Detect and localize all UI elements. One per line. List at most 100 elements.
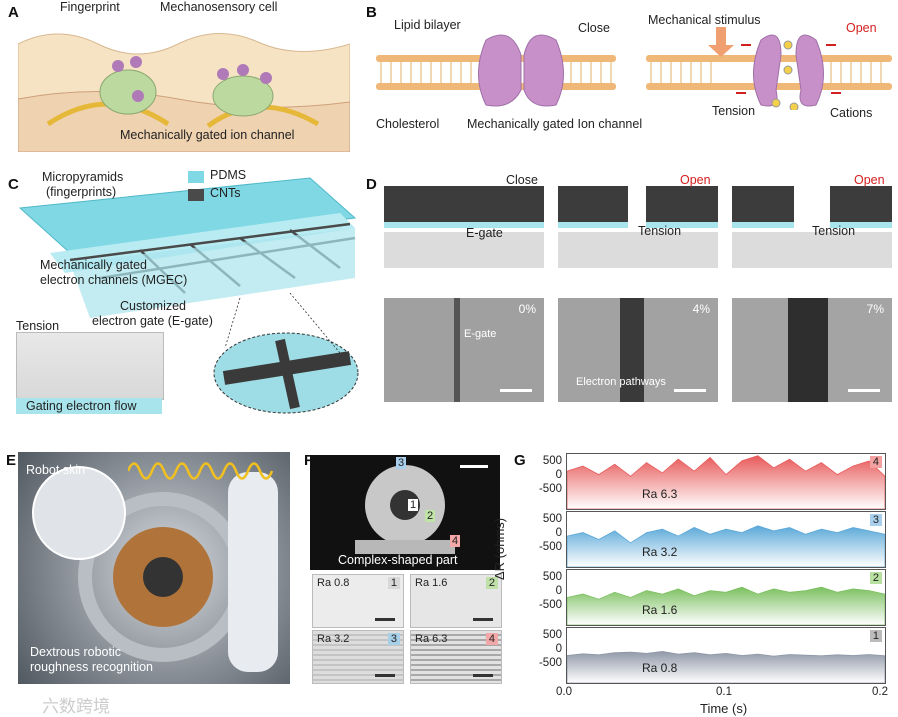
y-tick-label: 500: [542, 513, 562, 525]
y-tick-label: 0: [555, 527, 562, 539]
chart-subpanel: Ra 0.8 1: [566, 627, 886, 684]
cations-label: Cations: [830, 106, 873, 120]
watermark-logo: 六数跨境: [42, 697, 110, 716]
mechanosensory-cell-label: Mechanosensory cell: [160, 0, 278, 14]
ion-channel-label-a: Mechanically gated ion channel: [120, 128, 295, 142]
scale-bar: [375, 618, 395, 621]
series-index: 2: [869, 572, 882, 584]
series-label: Ra 6.3: [642, 487, 678, 501]
tile-ra: Ra 6.3: [415, 633, 448, 645]
cnts-legend-swatch: [188, 189, 204, 201]
scale-bar: [848, 389, 880, 392]
open-label-b: Open: [846, 21, 877, 35]
y-tick-label: -500: [538, 599, 562, 611]
gating-flow-box: [16, 398, 162, 414]
roughness-tile-1: Ra 0.8 1: [312, 574, 404, 628]
chart-subpanel: Ra 3.2 3: [566, 511, 886, 568]
tile-ra: Ra 1.6: [415, 577, 448, 589]
x-tick-label: 0.2: [872, 686, 888, 698]
tile-index: 3: [387, 633, 400, 645]
y-tick-label: 0: [555, 469, 562, 481]
pdms-legend-swatch: [188, 171, 204, 183]
recognition-label-2: roughness recognition: [30, 660, 153, 674]
panel-label-b: B: [366, 4, 377, 21]
tension-label-d-2: Tension: [812, 224, 856, 238]
scale-bar: [500, 389, 532, 392]
open-label-d-2: Open: [854, 173, 885, 187]
cholesterol-label: Cholesterol: [376, 117, 440, 131]
d-schematic-2: [558, 186, 718, 268]
series-index: 3: [869, 514, 882, 526]
y-tick-label: 500: [542, 629, 562, 641]
tension-label-d-1: Tension: [638, 224, 682, 238]
chart-subpanel: Ra 6.3 4: [566, 453, 886, 510]
roughness-tile-4: Ra 6.3 4: [410, 630, 502, 684]
panel-label-f: F: [304, 452, 314, 469]
complex-part-label: Complex-shaped part: [338, 553, 458, 567]
egate-label-d: E-gate: [466, 226, 503, 240]
panel-label-d: D: [366, 176, 377, 193]
y-tick-label: 500: [542, 455, 562, 467]
series-index: 1: [869, 630, 882, 642]
x-tick-label: 0.1: [716, 686, 732, 698]
series-line-2: [567, 586, 885, 625]
sem-strain-4: 4%: [692, 302, 710, 316]
fingerprint-label: Fingerprint: [60, 0, 120, 14]
cnts-legend-label: CNTs: [210, 186, 241, 200]
series-area: [567, 586, 885, 625]
d-schematic-1: [384, 186, 544, 268]
series-area: [567, 455, 885, 509]
mgec-label-2: electron channels (MGEC): [40, 273, 188, 287]
gating-flow-label: Gating electron flow: [26, 399, 137, 413]
close-label-d: Close: [506, 173, 538, 187]
series-line-4: [567, 455, 885, 509]
tile-index: 1: [387, 577, 400, 589]
scale-bar: [375, 674, 395, 677]
scale-bar: [473, 618, 493, 621]
ion-channel-label-b: Mechanically gated Ion channel: [467, 117, 643, 131]
tile-ra: Ra 3.2: [317, 633, 350, 645]
sem-image-7: 7%: [732, 298, 892, 402]
micropyramids-label: Micropyramids: [42, 170, 124, 184]
recognition-label-1: Dextrous robotic: [30, 645, 122, 659]
scale-bar: [674, 389, 706, 392]
x-axis-label: Time (s): [700, 701, 748, 716]
series-area: [567, 525, 885, 567]
lipid-bilayer-label: Lipid bilayer: [394, 18, 461, 32]
panel-label-a: A: [8, 4, 19, 21]
panel-label-c: C: [8, 176, 19, 193]
series-line-3: [567, 525, 885, 567]
chart-subpanel: Ra 1.6 2: [566, 569, 886, 626]
y-tick-label: -500: [538, 541, 562, 553]
tile-index: 4: [485, 633, 498, 645]
series-line-1: [567, 650, 885, 683]
pdms-legend-label: PDMS: [210, 168, 247, 182]
series-label: Ra 3.2: [642, 545, 678, 559]
y-tick-label: -500: [538, 657, 562, 669]
sem-image-0: 0% E-gate: [384, 298, 544, 402]
y-tick-label: -500: [538, 483, 562, 495]
d-schematic-3: [732, 186, 892, 268]
open-label-d-1: Open: [680, 173, 711, 187]
sem-strain-7: 7%: [866, 302, 884, 316]
sem-image-4: 4% Electron pathways: [558, 298, 718, 402]
gating-diagram: [16, 332, 164, 400]
tension-label-b: Tension: [712, 104, 756, 118]
tile-ra: Ra 0.8: [317, 577, 350, 589]
panel-b-illustration: [376, 27, 892, 110]
y-tick-label: 0: [555, 643, 562, 655]
tile-index: 2: [485, 577, 498, 589]
mechanical-stimulus-label: Mechanical stimulus: [648, 13, 761, 27]
y-axis-label: ΔR (ohms): [492, 517, 507, 580]
panel-c-mesh: [18, 177, 359, 414]
fingerprints-label: (fingerprints): [46, 185, 117, 199]
egate-label-1: Customized: [120, 299, 186, 313]
mgec-label-1: Mechanically gated: [40, 258, 148, 272]
sem-note-4: Electron pathways: [576, 376, 666, 388]
series-label: Ra 1.6: [642, 603, 678, 617]
panel-label-g: G: [514, 452, 526, 469]
close-label-b: Close: [578, 21, 610, 35]
egate-label-2: electron gate (E-gate): [92, 314, 213, 328]
series-area: [567, 650, 885, 683]
y-tick-label: 0: [555, 585, 562, 597]
